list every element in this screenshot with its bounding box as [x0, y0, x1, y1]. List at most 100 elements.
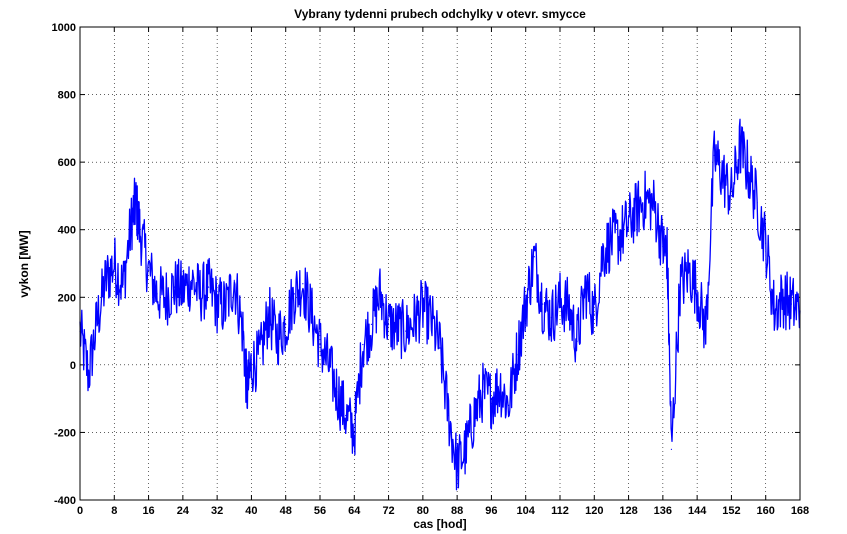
data-point — [619, 235, 621, 238]
data-point — [336, 391, 338, 393]
y-tick-label: 0 — [70, 360, 76, 372]
data-point — [516, 354, 518, 356]
y-axis-label: vykon [MW] — [17, 230, 31, 297]
data-point — [173, 286, 175, 288]
data-point — [250, 364, 253, 366]
data-point — [353, 431, 355, 434]
x-axis-label: cas [hod] — [413, 517, 466, 531]
data-point — [156, 293, 158, 295]
data-point — [739, 144, 741, 146]
data-point — [610, 239, 613, 241]
data-point — [722, 175, 724, 177]
data-point — [507, 404, 510, 406]
data-point — [550, 316, 553, 319]
data-point — [216, 303, 218, 305]
grid-lines — [80, 27, 800, 500]
data-point — [765, 242, 767, 244]
data-point — [225, 306, 227, 309]
data-point — [310, 313, 313, 315]
data-point — [773, 310, 775, 312]
data-point — [747, 171, 750, 173]
data-point — [465, 448, 467, 450]
y-tick-label: 600 — [58, 157, 76, 169]
data-point — [447, 414, 450, 417]
data-point — [370, 323, 373, 325]
data-point — [653, 205, 655, 207]
data-point — [267, 313, 270, 315]
x-tick-label: 136 — [654, 505, 672, 517]
data-point — [456, 465, 458, 467]
plot-frame — [79, 26, 801, 501]
data-point — [96, 320, 98, 322]
series-line — [79, 118, 801, 491]
data-point — [276, 337, 278, 339]
y-tick-label: -400 — [54, 495, 76, 507]
chart-title: Vybrany tydenni prubech odchylky v otevr… — [294, 7, 586, 21]
data-point — [782, 296, 784, 298]
data-point — [422, 306, 424, 309]
data-point — [670, 448, 673, 450]
y-tick-label: -200 — [54, 427, 76, 439]
data-point — [259, 357, 261, 359]
x-tick-label: 128 — [619, 505, 637, 517]
data-point — [246, 391, 248, 393]
data-point — [327, 364, 330, 366]
data-point — [567, 306, 570, 309]
y-tick-label: 1000 — [52, 22, 76, 34]
data-point — [482, 391, 484, 393]
data-point — [165, 296, 167, 298]
data-point — [293, 293, 295, 295]
x-tick-label: 40 — [245, 505, 257, 517]
data-point — [585, 286, 587, 288]
data-point — [199, 293, 201, 295]
series-layer — [79, 118, 801, 491]
data-point — [207, 286, 210, 288]
data-point — [490, 398, 493, 400]
y-tick-label: 800 — [58, 90, 76, 102]
data-point — [233, 279, 235, 281]
data-point — [139, 229, 141, 231]
x-tick-label: 32 — [211, 505, 223, 517]
x-tick-label: 24 — [177, 505, 190, 517]
data-point — [147, 269, 150, 271]
x-tick-label: 120 — [585, 505, 603, 517]
data-point — [576, 340, 578, 342]
data-point — [730, 195, 733, 197]
data-point — [405, 330, 407, 332]
data-point — [182, 289, 184, 292]
x-tick-label: 112 — [551, 505, 569, 517]
y-tick-label: 400 — [58, 225, 76, 237]
data-point — [645, 198, 647, 200]
x-tick-label: 64 — [348, 505, 361, 517]
data-point — [593, 313, 595, 315]
x-tick-label: 72 — [382, 505, 394, 517]
data-point — [302, 283, 304, 285]
data-point — [135, 202, 137, 204]
data-point — [242, 330, 244, 332]
data-point — [499, 384, 501, 386]
data-point — [713, 154, 715, 156]
data-point — [533, 256, 535, 258]
data-point — [113, 262, 115, 265]
data-point — [602, 252, 604, 254]
x-tick-label: 88 — [451, 505, 463, 517]
x-tick-label: 144 — [688, 505, 707, 517]
data-point — [413, 320, 415, 322]
x-tick-label: 160 — [757, 505, 775, 517]
x-tick-label: 168 — [791, 505, 809, 517]
data-point — [662, 246, 664, 248]
data-point — [705, 330, 707, 332]
data-point — [362, 343, 364, 346]
data-point — [430, 320, 433, 322]
x-tick-label: 80 — [417, 505, 429, 517]
data-point — [790, 303, 793, 305]
data-point — [696, 289, 698, 292]
x-tick-label: 16 — [142, 505, 154, 517]
x-tick-label: 56 — [314, 505, 326, 517]
data-point — [379, 293, 381, 295]
data-point — [396, 327, 398, 329]
x-tick-label: 104 — [517, 505, 536, 517]
data-point — [190, 279, 193, 281]
